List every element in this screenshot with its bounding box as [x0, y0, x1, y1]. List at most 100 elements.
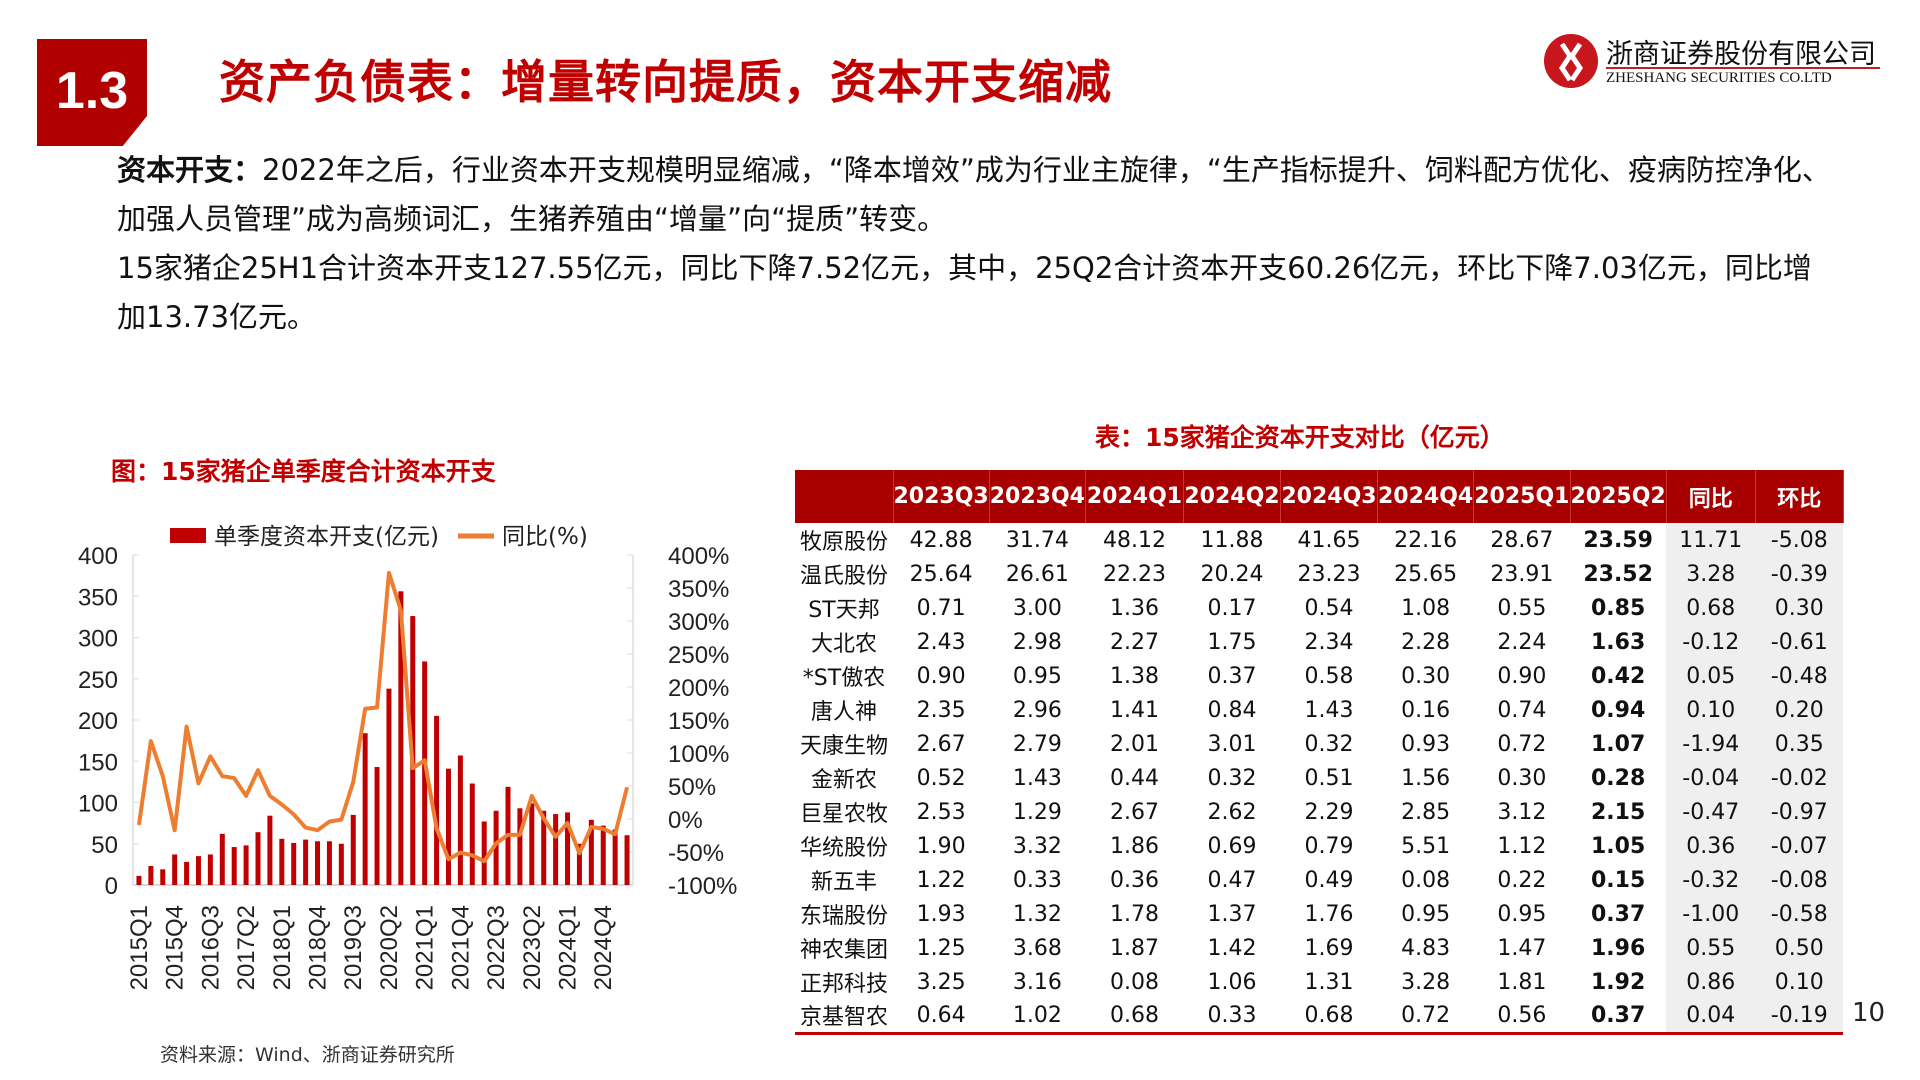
yoy-point-2021Q3: [447, 858, 449, 860]
yoy-point-2016Q4: [221, 775, 223, 777]
x-tick-label: 2018Q1: [269, 905, 296, 990]
bar-2018Q3: [303, 839, 309, 885]
table-row: 金新农 0.52 1.43 0.44 0.32 0.51 1.56 0.30 0.28 -0.04…: [795, 761, 1844, 795]
value-cell: 2.34: [1304, 629, 1354, 655]
yoy-point-2015Q1: [138, 824, 140, 826]
yoy-point-2023Q2: [531, 795, 533, 797]
capex-chart: 400 350 300 250 200 150 100 50 0 400% 350% 300% 250%…: [78, 524, 737, 990]
company-name-cell: 巨星农牧: [799, 802, 888, 827]
value-cell: 2.28: [1401, 629, 1451, 655]
bar-2017Q1: [231, 847, 237, 885]
right-tick-label: 0%: [668, 807, 703, 834]
table-row: 神农集团 1.25 3.68 1.87 1.42 1.69 4.83 1.47 1.96 0.55…: [795, 931, 1844, 965]
value-cell: 0.95: [1401, 901, 1451, 927]
value-cell: -0.97: [1755, 795, 1844, 829]
bar-2022Q1: [469, 783, 475, 885]
figure-title: 图：15家猪企单季度合计资本开支: [111, 457, 496, 486]
value-cell: 0.30: [1401, 663, 1451, 689]
bar-2016Q4: [219, 833, 225, 885]
value-cell: 0.58: [1304, 663, 1354, 689]
yoy-point-2024Q4: [602, 828, 604, 830]
x-tick-label: 2016Q3: [197, 905, 224, 990]
table-row: 东瑞股份 1.93 1.32 1.78 1.37 1.76 0.95 0.95 0.37 -1.0…: [795, 897, 1844, 931]
yoy-point-2022Q2: [483, 860, 485, 862]
value-cell: 0.50: [1755, 931, 1844, 965]
column-header: 2024Q4: [1377, 470, 1475, 523]
value-cell: -0.61: [1755, 625, 1844, 659]
yoy-point-2021Q2: [436, 827, 438, 829]
value-cell: -0.04: [1666, 761, 1756, 795]
value-cell: 0.08: [1110, 969, 1159, 995]
table-row: 华统股份 1.90 3.32 1.86 0.69 0.79 5.51 1.12 1.05 0.36…: [795, 829, 1844, 863]
value-cell: 1.63: [1590, 629, 1646, 655]
column-header: [795, 470, 894, 523]
x-tick-label: 2024Q4: [590, 905, 617, 990]
company-name-cell: 大北农: [810, 632, 877, 657]
bar-2025Q2: [624, 835, 630, 885]
value-cell: 2.15: [1590, 799, 1646, 825]
value-cell: 3.01: [1207, 731, 1257, 757]
column-header: 2024Q2: [1183, 470, 1281, 523]
left-tick-label: 50: [91, 832, 118, 859]
value-cell: 2.35: [916, 697, 966, 723]
paragraph-summary: 15家猪企25H1合计资本开支127.55亿元，同比下降7.52亿元，其中，25…: [117, 251, 1812, 334]
table-row: 温氏股份 25.64 26.61 22.23 20.24 23.23 25.65 23.91 2…: [795, 557, 1844, 591]
bar-2015Q3: [160, 869, 166, 885]
yoy-point-2022Q1: [471, 854, 473, 856]
source-note: 资料来源：Wind、浙商证券研究所: [160, 1044, 455, 1066]
bar-2019Q2: [338, 843, 344, 885]
section-badge: 1.3: [37, 39, 147, 146]
value-cell: 0.64: [893, 999, 990, 1035]
column-header: 2025Q2: [1570, 470, 1667, 523]
column-header: 2025Q1: [1473, 470, 1571, 523]
right-tick-label: 400%: [668, 543, 729, 570]
right-tick-label: 100%: [668, 741, 729, 768]
table-row: *ST傲农 0.90 0.95 1.38 0.37 0.58 0.30 0.90 0.42 0.0…: [795, 659, 1844, 693]
bar-2017Q3: [255, 832, 261, 885]
value-cell: 1.92: [1590, 969, 1646, 995]
value-cell: 0.30: [1755, 591, 1844, 625]
value-cell: 1.38: [1110, 663, 1159, 689]
company-name-cell: 金新农: [810, 768, 877, 793]
value-cell: 1.36: [1110, 595, 1159, 621]
paragraph-text: 2022年之后，行业资本开支规模明显缩减，“降本增效”成为行业主旋律，“生产指标…: [117, 153, 1831, 236]
yoy-line: [136, 570, 629, 864]
value-cell: 1.96: [1590, 935, 1646, 961]
capex-table: 2023Q3 2023Q4 2024Q1 2024Q2 2024Q3 2024Q4 2025…: [795, 470, 1844, 1035]
company-name-cell: ST天邦: [808, 598, 880, 623]
value-cell: 0.55: [1497, 595, 1547, 621]
company-name-cell: 京基智农: [795, 999, 893, 1035]
yoy-point-2020Q3: [400, 609, 402, 611]
column-header: 2024Q1: [1085, 470, 1184, 523]
value-cell: 22.16: [1394, 527, 1458, 553]
value-cell: 0.49: [1304, 867, 1354, 893]
company-name-cell: 新五丰: [810, 870, 877, 895]
value-cell: 28.67: [1490, 527, 1554, 553]
bar-2021Q4: [457, 755, 463, 885]
logo-emblem-icon: [1544, 34, 1598, 88]
value-cell: 0.74: [1497, 697, 1547, 723]
yoy-point-2017Q2: [245, 795, 247, 797]
value-cell: 2.29: [1304, 799, 1354, 825]
value-cell: -1.00: [1666, 897, 1756, 931]
value-cell: 0.95: [1012, 663, 1062, 689]
value-cell: 0.44: [1110, 765, 1159, 791]
company-name-cell: *ST傲农: [802, 666, 886, 691]
bar-2022Q2: [481, 821, 487, 885]
value-cell: 1.43: [1012, 765, 1062, 791]
company-name-cell: 华统股份: [799, 836, 888, 861]
value-cell: 0.68: [1085, 999, 1184, 1035]
column-header: 2023Q4: [989, 470, 1087, 523]
value-cell: 1.42: [1207, 935, 1257, 961]
value-cell: -1.94: [1666, 727, 1756, 761]
yoy-point-2021Q4: [459, 852, 461, 854]
value-cell: 0.52: [916, 765, 966, 791]
value-cell: 0.86: [1666, 965, 1756, 999]
value-cell: 0.35: [1755, 727, 1844, 761]
bar-2021Q1: [422, 661, 428, 885]
right-tick-label: 250%: [668, 642, 729, 669]
value-cell: 25.65: [1394, 561, 1458, 587]
bar-2023Q3: [541, 810, 547, 885]
value-cell: 1.05: [1590, 833, 1646, 859]
value-cell: -0.19: [1755, 999, 1844, 1035]
